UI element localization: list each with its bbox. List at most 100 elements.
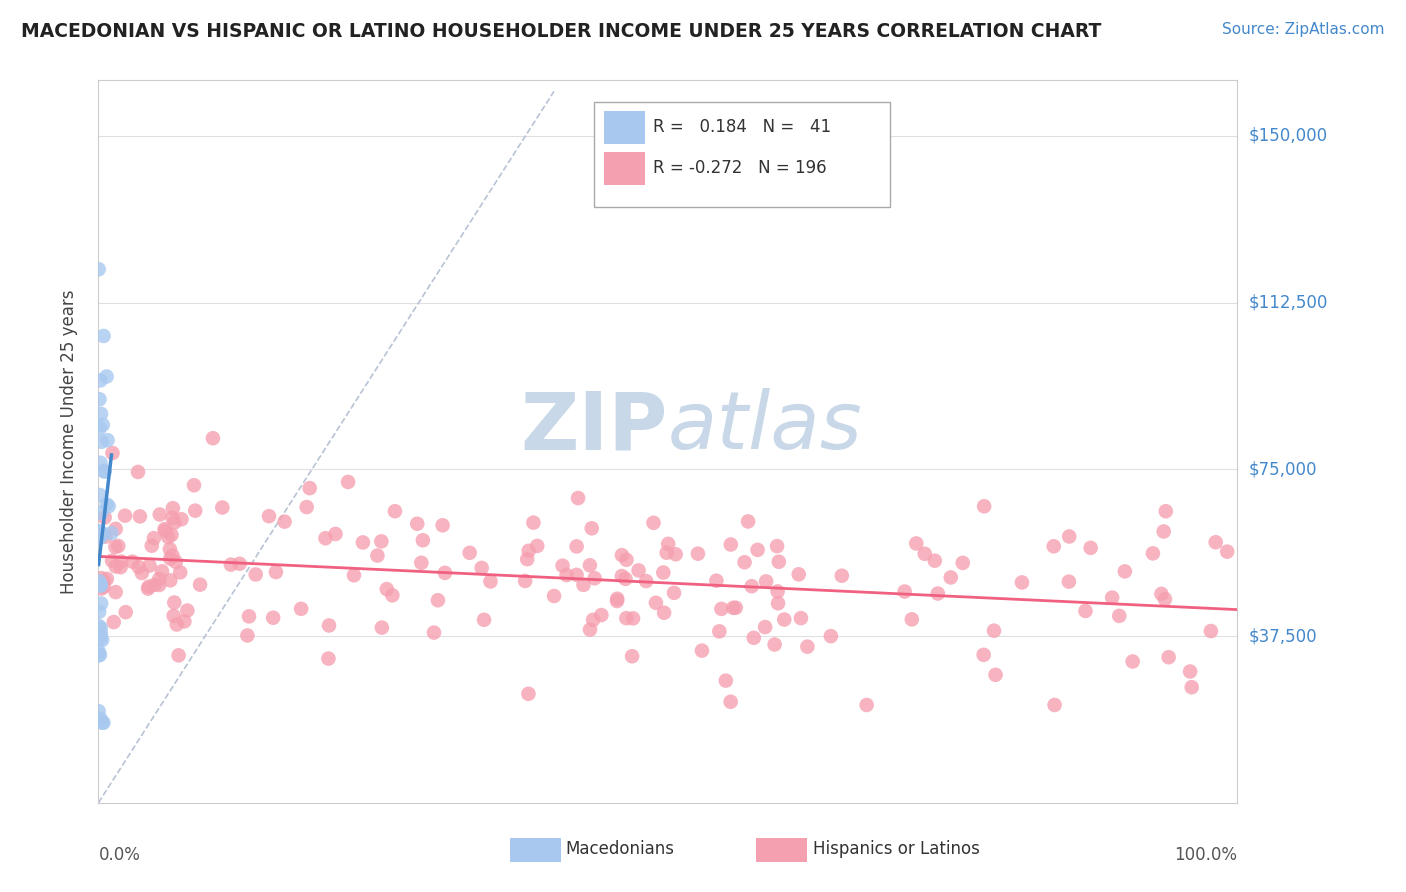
Point	[89, 528, 111, 542]
Point	[173, 615, 195, 629]
Point	[610, 548, 633, 562]
Point	[610, 569, 633, 583]
Point	[91, 715, 114, 730]
Point	[734, 555, 756, 569]
Point	[121, 555, 143, 569]
Point	[162, 501, 184, 516]
Point	[114, 508, 136, 523]
Point	[129, 509, 152, 524]
Point	[709, 624, 731, 639]
Point	[606, 591, 628, 606]
Point	[742, 631, 765, 645]
Text: 100.0%: 100.0%	[1174, 847, 1237, 864]
Point	[236, 628, 259, 642]
Point	[1122, 655, 1144, 669]
Point	[97, 500, 120, 514]
Point	[1074, 604, 1097, 618]
Point	[645, 596, 668, 610]
Point	[652, 606, 675, 620]
Point	[325, 527, 347, 541]
Point	[90, 506, 112, 520]
Point	[343, 568, 366, 582]
Point	[162, 549, 184, 563]
Point	[90, 712, 112, 726]
Point	[104, 522, 127, 536]
Point	[103, 615, 125, 629]
Point	[1057, 574, 1080, 589]
Text: $150,000: $150,000	[1249, 127, 1327, 145]
Text: Source: ZipAtlas.com: Source: ZipAtlas.com	[1222, 22, 1385, 37]
Point	[411, 556, 433, 570]
Point	[621, 611, 644, 625]
Point	[582, 613, 605, 627]
Point	[984, 668, 1007, 682]
Point	[150, 564, 173, 578]
Point	[432, 518, 454, 533]
FancyBboxPatch shape	[605, 152, 645, 185]
Point	[1205, 535, 1227, 549]
Point	[939, 570, 962, 584]
Point	[89, 456, 111, 470]
Point	[1216, 544, 1239, 558]
Point	[101, 554, 124, 568]
Point	[983, 624, 1005, 638]
Point	[790, 611, 813, 625]
Point	[690, 643, 713, 657]
Point	[1181, 680, 1204, 694]
Point	[1011, 575, 1033, 590]
Point	[96, 498, 118, 512]
Point	[472, 613, 495, 627]
Point	[517, 687, 540, 701]
Point	[370, 534, 392, 549]
Point	[127, 465, 149, 479]
Point	[720, 695, 742, 709]
Point	[93, 715, 115, 730]
Text: MACEDONIAN VS HISPANIC OR LATINO HOUSEHOLDER INCOME UNDER 25 YEARS CORRELATION C: MACEDONIAN VS HISPANIC OR LATINO HOUSEHO…	[21, 22, 1101, 41]
Point	[163, 595, 186, 609]
Point	[337, 475, 360, 489]
Point	[820, 629, 842, 643]
Point	[973, 648, 995, 662]
Point	[1043, 698, 1066, 712]
Point	[1080, 541, 1102, 555]
Point	[90, 578, 112, 592]
Point	[90, 434, 112, 449]
Point	[352, 535, 374, 549]
Point	[1199, 624, 1222, 638]
Point	[1154, 592, 1177, 607]
Point	[89, 524, 111, 539]
Point	[768, 555, 790, 569]
Point	[91, 632, 114, 647]
Point	[89, 648, 111, 662]
Point	[643, 516, 665, 530]
Point	[724, 600, 747, 615]
Point	[273, 515, 295, 529]
Point	[110, 555, 132, 569]
Point	[104, 585, 127, 599]
Point	[543, 589, 565, 603]
Point	[110, 560, 132, 574]
Point	[228, 557, 250, 571]
Point	[295, 500, 318, 514]
Point	[91, 417, 114, 432]
Point	[723, 600, 745, 615]
Point	[1157, 650, 1180, 665]
Point	[96, 572, 118, 586]
Point	[522, 516, 544, 530]
Point	[264, 565, 287, 579]
Point	[741, 579, 763, 593]
Point	[973, 500, 995, 514]
Point	[159, 574, 181, 588]
Point	[159, 551, 181, 566]
Y-axis label: Householder Income Under 25 years: Householder Income Under 25 years	[59, 289, 77, 594]
Point	[87, 644, 110, 658]
Point	[471, 561, 494, 575]
Point	[766, 596, 789, 610]
Point	[1114, 565, 1136, 579]
Point	[176, 603, 198, 617]
Point	[141, 539, 163, 553]
Point	[572, 578, 595, 592]
Point	[96, 369, 118, 384]
Point	[138, 580, 160, 594]
Point	[627, 563, 650, 577]
